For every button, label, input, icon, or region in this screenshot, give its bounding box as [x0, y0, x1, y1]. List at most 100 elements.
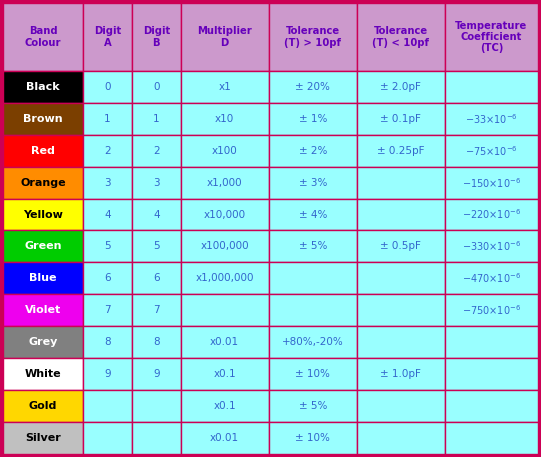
Bar [269, 390, 357, 422]
Bar [269, 230, 357, 262]
Text: Violet: Violet [25, 305, 61, 315]
Bar [83, 230, 132, 262]
Text: 7: 7 [153, 305, 160, 315]
Text: 0: 0 [104, 82, 111, 92]
Text: $-330{\times}10^{-6}$: $-330{\times}10^{-6}$ [462, 239, 521, 253]
Text: ± 3%: ± 3% [299, 178, 327, 188]
Bar [3, 390, 83, 422]
Bar [3, 167, 83, 198]
Text: x1,000,000: x1,000,000 [195, 273, 254, 283]
Bar [269, 294, 357, 326]
Text: ± 0.5pF: ± 0.5pF [380, 241, 421, 251]
Text: Gold: Gold [29, 401, 57, 411]
Bar [357, 230, 445, 262]
Bar [181, 326, 269, 358]
Text: ± 1.0pF: ± 1.0pF [380, 369, 421, 379]
Bar [132, 358, 181, 390]
Bar [3, 198, 83, 230]
Bar [357, 103, 445, 135]
Bar [3, 3, 83, 71]
Text: $-220{\times}10^{-6}$: $-220{\times}10^{-6}$ [462, 207, 521, 222]
Bar [269, 167, 357, 198]
Text: Black: Black [27, 82, 60, 92]
Bar [445, 294, 538, 326]
Bar [132, 422, 181, 454]
Text: 7: 7 [104, 305, 111, 315]
Text: 6: 6 [104, 273, 111, 283]
Bar [83, 71, 132, 103]
Bar [83, 294, 132, 326]
Text: ± 10%: ± 10% [295, 433, 330, 443]
Bar [181, 294, 269, 326]
Bar [181, 422, 269, 454]
Text: 0: 0 [153, 82, 160, 92]
Text: Multiplier
D: Multiplier D [197, 27, 252, 48]
Bar [269, 358, 357, 390]
Bar [132, 3, 181, 71]
Bar [3, 326, 83, 358]
Text: ± 4%: ± 4% [299, 209, 327, 219]
Bar [357, 167, 445, 198]
Text: +80%,-20%: +80%,-20% [282, 337, 344, 347]
Bar [357, 422, 445, 454]
Bar [445, 198, 538, 230]
Text: ± 1%: ± 1% [299, 114, 327, 124]
Text: Brown: Brown [23, 114, 63, 124]
Bar [83, 103, 132, 135]
Bar [445, 167, 538, 198]
Text: x0.1: x0.1 [213, 369, 236, 379]
Text: Tolerance
(T) > 10pf: Tolerance (T) > 10pf [284, 27, 341, 48]
Bar [445, 358, 538, 390]
Bar [445, 71, 538, 103]
Bar [357, 358, 445, 390]
Bar [181, 167, 269, 198]
Text: 2: 2 [153, 146, 160, 156]
Bar [3, 294, 83, 326]
Bar [3, 422, 83, 454]
Bar [269, 71, 357, 103]
Text: x100,000: x100,000 [200, 241, 249, 251]
Bar [132, 326, 181, 358]
Text: x0.01: x0.01 [210, 433, 239, 443]
Bar [269, 103, 357, 135]
Bar [357, 294, 445, 326]
Text: $-150{\times}10^{-6}$: $-150{\times}10^{-6}$ [462, 175, 521, 190]
Bar [357, 262, 445, 294]
Text: 5: 5 [153, 241, 160, 251]
Bar [3, 230, 83, 262]
Text: x0.1: x0.1 [213, 401, 236, 411]
Bar [269, 3, 357, 71]
Bar [269, 262, 357, 294]
Text: ± 10%: ± 10% [295, 369, 330, 379]
Bar [83, 167, 132, 198]
Text: 8: 8 [153, 337, 160, 347]
Text: 6: 6 [153, 273, 160, 283]
Bar [3, 135, 83, 167]
Bar [132, 135, 181, 167]
Text: ± 2.0pF: ± 2.0pF [380, 82, 421, 92]
Bar [357, 326, 445, 358]
Bar [357, 390, 445, 422]
Bar [269, 135, 357, 167]
Bar [357, 198, 445, 230]
Text: $-75{\times}10^{-6}$: $-75{\times}10^{-6}$ [465, 144, 518, 158]
Bar [445, 422, 538, 454]
Text: 1: 1 [104, 114, 111, 124]
Bar [181, 390, 269, 422]
Bar [3, 103, 83, 135]
Text: Silver: Silver [25, 433, 61, 443]
Text: ± 5%: ± 5% [299, 241, 327, 251]
Bar [83, 358, 132, 390]
Text: 4: 4 [104, 209, 111, 219]
Text: Grey: Grey [29, 337, 58, 347]
Text: x10,000: x10,000 [203, 209, 246, 219]
Bar [181, 230, 269, 262]
Bar [181, 71, 269, 103]
Text: x0.01: x0.01 [210, 337, 239, 347]
Bar [269, 198, 357, 230]
Bar [181, 135, 269, 167]
Bar [181, 198, 269, 230]
Bar [132, 167, 181, 198]
Bar [83, 262, 132, 294]
Text: x100: x100 [212, 146, 237, 156]
